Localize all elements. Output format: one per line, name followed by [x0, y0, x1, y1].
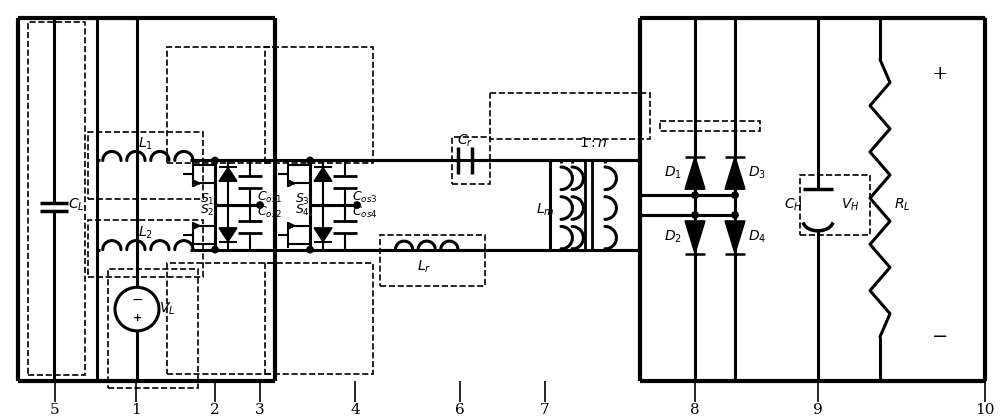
Text: $L_2$: $L_2$	[138, 224, 152, 241]
Polygon shape	[685, 221, 705, 254]
Circle shape	[692, 192, 698, 198]
Circle shape	[307, 247, 313, 253]
Text: 9: 9	[813, 403, 823, 417]
Text: $C_{os4}$: $C_{os4}$	[352, 204, 378, 219]
Text: $V_L$: $V_L$	[159, 301, 175, 317]
Circle shape	[212, 157, 218, 164]
Text: 5: 5	[50, 403, 60, 417]
Bar	[88, 132, 203, 199]
Text: $C_{os3}$: $C_{os3}$	[352, 190, 378, 205]
Circle shape	[212, 247, 218, 253]
Circle shape	[257, 202, 263, 208]
Bar	[28, 22, 85, 375]
Text: $1:n$: $1:n$	[579, 136, 607, 150]
Text: $C_H$: $C_H$	[784, 197, 802, 213]
Text: $V_H$: $V_H$	[841, 197, 859, 213]
Text: $L_1$: $L_1$	[138, 135, 152, 152]
Circle shape	[732, 212, 738, 218]
Bar	[167, 46, 275, 163]
Text: $L_m$: $L_m$	[536, 202, 554, 218]
Bar	[380, 235, 485, 286]
Text: $C_L$: $C_L$	[68, 197, 84, 213]
Text: +: +	[132, 313, 142, 323]
Text: $S_1$: $S_1$	[200, 191, 214, 206]
Text: $C_{os1}$: $C_{os1}$	[257, 190, 283, 205]
Bar	[660, 121, 760, 131]
Circle shape	[307, 157, 313, 164]
Polygon shape	[314, 168, 332, 181]
Polygon shape	[725, 156, 745, 189]
Text: $D_3$: $D_3$	[748, 164, 766, 181]
Text: 6: 6	[455, 403, 465, 417]
Bar	[108, 270, 198, 388]
Text: +: +	[932, 65, 948, 83]
Text: $C_{os2}$: $C_{os2}$	[257, 204, 283, 219]
Text: −: −	[131, 293, 143, 307]
Polygon shape	[219, 168, 237, 181]
Text: $D_2$: $D_2$	[664, 229, 682, 245]
Text: 4: 4	[350, 403, 360, 417]
Polygon shape	[725, 221, 745, 254]
Circle shape	[354, 202, 360, 208]
Text: 8: 8	[690, 403, 700, 417]
Text: 1: 1	[131, 403, 141, 417]
Text: $S_4$: $S_4$	[295, 202, 309, 217]
Polygon shape	[314, 228, 332, 242]
Text: $L_r$: $L_r$	[417, 258, 431, 275]
Text: −: −	[932, 328, 948, 346]
Bar	[265, 46, 373, 163]
Bar	[265, 263, 373, 375]
Bar	[167, 263, 275, 375]
Bar	[88, 220, 203, 278]
Text: $R_L$: $R_L$	[894, 197, 910, 213]
Text: 3: 3	[255, 403, 265, 417]
Text: 7: 7	[540, 403, 550, 417]
Text: $D_1$: $D_1$	[664, 164, 682, 181]
Text: $S_3$: $S_3$	[295, 191, 309, 206]
Bar	[800, 175, 870, 235]
Bar	[490, 93, 650, 139]
Text: $S_2$: $S_2$	[200, 202, 214, 217]
Text: $C_r$: $C_r$	[457, 133, 473, 149]
Circle shape	[732, 192, 738, 198]
Polygon shape	[685, 156, 705, 189]
Text: 2: 2	[210, 403, 220, 417]
Bar	[452, 137, 490, 184]
Text: $D_4$: $D_4$	[748, 229, 766, 245]
Circle shape	[692, 212, 698, 218]
Text: 10: 10	[975, 403, 995, 417]
Polygon shape	[219, 228, 237, 242]
